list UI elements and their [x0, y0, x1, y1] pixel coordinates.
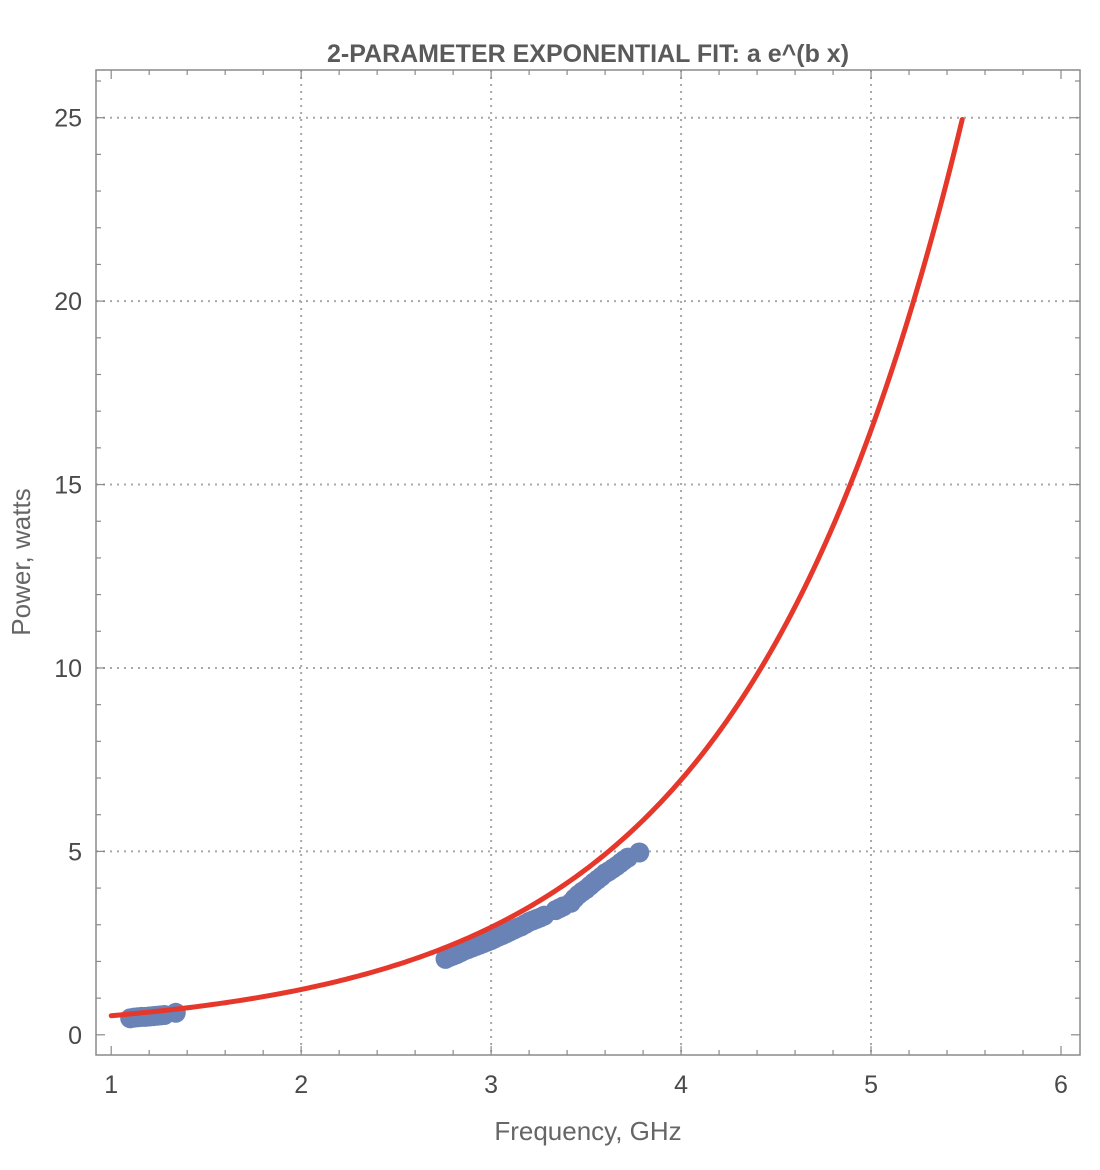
x-tick-label: 4 [674, 1071, 688, 1099]
x-tick-label: 3 [484, 1071, 498, 1099]
y-tick-label: 0 [68, 1022, 82, 1050]
x-tick-label: 2 [294, 1071, 308, 1099]
data-point [629, 842, 650, 863]
y-tick-label: 25 [54, 105, 82, 133]
x-axis-label: Frequency, GHz [494, 1116, 681, 1146]
y-axis-label: Power, watts [6, 488, 36, 635]
grid [96, 70, 1080, 1055]
y-tick-label: 10 [54, 655, 82, 683]
plot-frame [95, 69, 1081, 1056]
x-tick-label: 6 [1054, 1071, 1068, 1099]
data-points [120, 842, 650, 1029]
y-tick-label: 15 [54, 472, 82, 500]
x-tick-label: 5 [864, 1071, 878, 1099]
chart-title: 2-PARAMETER EXPONENTIAL FIT: a e^(b x) [327, 40, 849, 68]
y-tick-label: 20 [54, 288, 82, 316]
data-point [165, 1002, 186, 1023]
y-tick-label: 5 [68, 838, 82, 866]
axis-ticks: 1 2 3 4 5 6 0 5 10 15 20 25 [54, 70, 1080, 1099]
fit-curve [108, 116, 965, 1019]
fit-curve-layer [108, 116, 965, 1019]
x-tick-label: 1 [104, 1071, 118, 1099]
